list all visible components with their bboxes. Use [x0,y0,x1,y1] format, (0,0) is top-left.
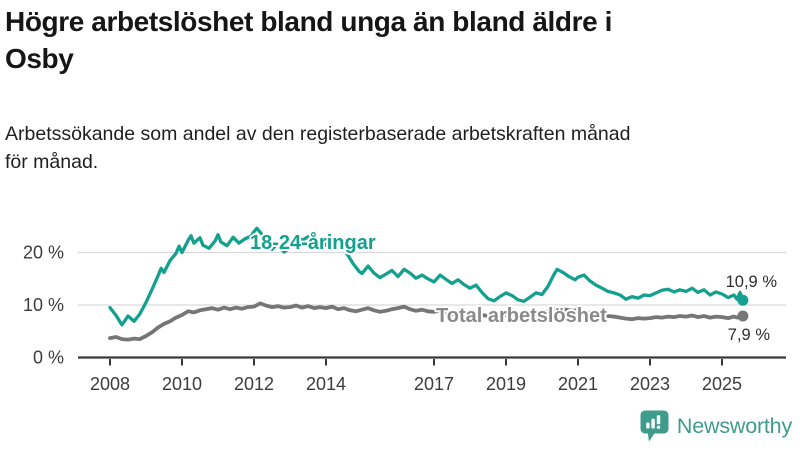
y-tick-label: 0 % [33,348,64,368]
series-end-value-total: 7,9 % [728,326,771,344]
newsworthy-logo-icon [640,410,669,442]
chart-subtitle-line1: Arbetssökande som andel av den registerb… [5,123,631,145]
page-title-line1: Högre arbetslöshet bland unga än bland ä… [5,6,613,37]
page-title: Högre arbetslöshet bland unga än bland ä… [5,4,785,78]
x-tick-label: 2008 [90,374,130,394]
page-title-line2: Osby [5,42,74,74]
series-end-value-young: 10,9 % [726,273,778,291]
series-label-total: Total arbetslöshet [436,305,607,327]
x-tick-label: 2014 [306,374,346,394]
x-tick-label: 2021 [558,374,598,394]
y-tick-label: 10 % [23,295,64,315]
chart-subtitle: Arbetssökande som andel av den registerb… [5,120,785,177]
chart-subtitle-line2: för månad. [5,151,99,174]
series-endpoint-dot-total [737,310,749,322]
y-tick-label: 20 % [23,243,64,263]
newsworthy-logo-text: Newsworthy [676,414,792,438]
series-label-young: 18-24-åringar [250,231,376,254]
x-tick-label: 2019 [486,374,526,394]
x-tick-label: 2010 [162,374,202,394]
x-tick-label: 2025 [702,374,742,394]
x-tick-label: 2012 [234,374,274,394]
x-tick-label: 2023 [630,374,670,394]
series-line-total [108,301,745,342]
newsworthy-logo: Newsworthy [640,410,792,443]
series-endpoint-dot-young [737,294,749,306]
x-tick-label: 2017 [414,374,454,394]
series-line-young [108,226,745,327]
